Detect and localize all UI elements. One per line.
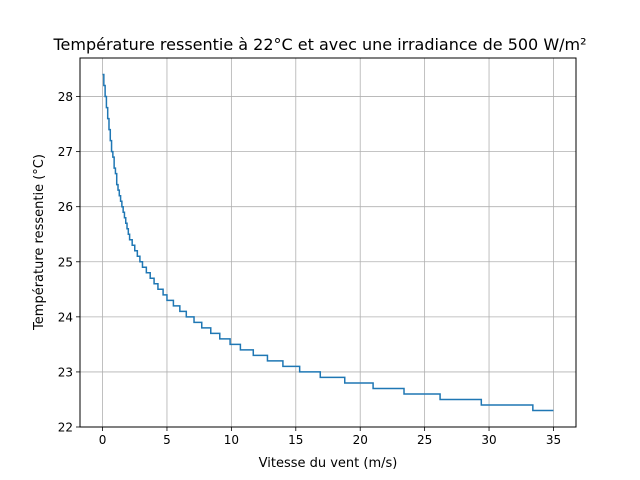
x-tick-label: 35: [546, 433, 561, 447]
y-tick-label: 28: [58, 90, 73, 104]
x-tick-label: 20: [353, 433, 368, 447]
y-tick-label: 26: [58, 200, 73, 214]
ticks: 0 5 10 15 20 25 30 35 22 23 24 25 26 27 28: [58, 90, 561, 447]
x-tick-label: 0: [99, 433, 107, 447]
x-tick-label: 25: [417, 433, 432, 447]
x-tick-label: 30: [481, 433, 496, 447]
plot-frame: [79, 57, 577, 428]
x-tick-label: 10: [224, 433, 239, 447]
y-tick-label: 27: [58, 145, 73, 159]
y-tick-label: 22: [58, 421, 73, 435]
chart-title: Température ressentie à 22°C et avec une…: [52, 35, 586, 54]
y-tick-label: 23: [58, 365, 73, 379]
y-tick-label: 25: [58, 255, 73, 269]
series-layer: [102, 73, 554, 412]
series-line: [102, 73, 554, 412]
grid: [80, 58, 576, 428]
x-tick-label: 15: [288, 433, 303, 447]
x-axis-label: Vitesse du vent (m/s): [259, 456, 398, 471]
x-tick-label: 5: [163, 433, 171, 447]
y-tick-label: 24: [58, 310, 73, 324]
y-axis-label: Température ressentie (°C): [32, 154, 47, 331]
